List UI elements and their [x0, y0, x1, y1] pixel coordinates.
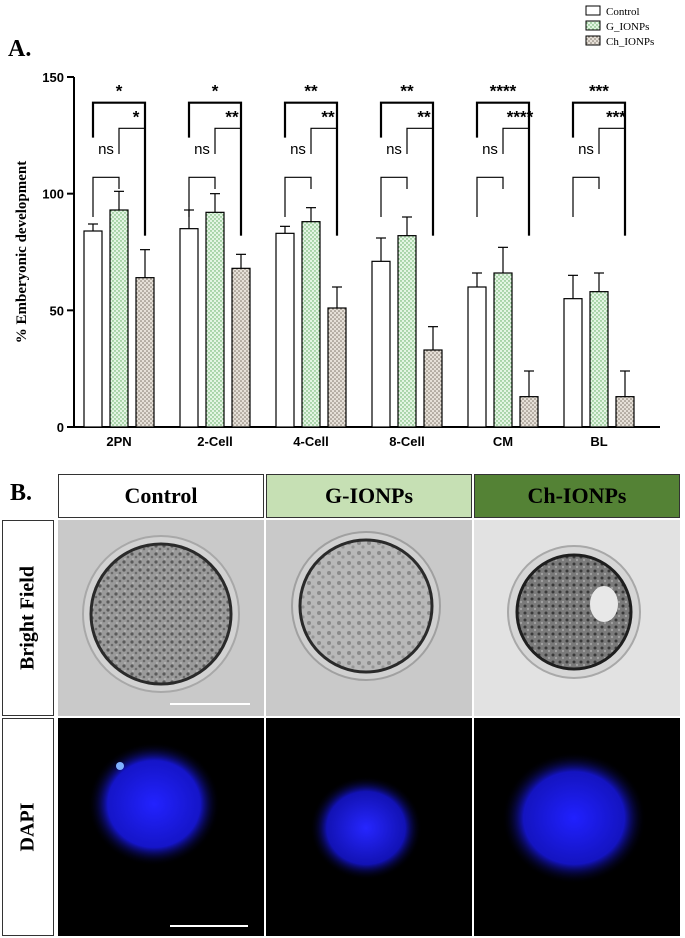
significance-bracket [598, 127, 626, 236]
bar [519, 396, 539, 428]
bar [371, 260, 391, 428]
bar [275, 232, 295, 428]
significance-label: * [212, 82, 219, 101]
x-tick-label: 8-Cell [389, 434, 424, 449]
bright-field-ch-ionps-image [474, 520, 680, 716]
bar [179, 228, 199, 428]
significance-label: ** [400, 82, 414, 101]
significance-bracket [92, 176, 120, 217]
significance-label: ** [417, 107, 431, 126]
significance-bracket [310, 127, 338, 236]
x-tick-label: BL [590, 434, 607, 449]
bar [231, 267, 251, 428]
bar [327, 307, 347, 428]
bar [109, 209, 129, 428]
bar [563, 298, 583, 428]
legend-label: G_IONPs [606, 21, 649, 33]
row-header-bright-field: Bright Field [2, 520, 54, 716]
column-header-g-ionps: G-IONPs [266, 474, 472, 518]
bar [615, 396, 635, 428]
panel-b-label: B. [10, 480, 33, 506]
significance-label: ns [98, 141, 114, 158]
significance-bracket [188, 176, 216, 217]
x-tick-label: 2-Cell [197, 434, 232, 449]
bar [205, 211, 225, 428]
significance-label: ns [290, 141, 306, 158]
bright-field-g-ionps-image [266, 520, 472, 716]
bar [397, 235, 417, 428]
y-tick-label: 100 [42, 187, 64, 202]
panel-a-label: A. [8, 36, 31, 62]
significance-bracket [380, 176, 408, 217]
bar [589, 291, 609, 428]
bright-field-control-image [58, 520, 264, 716]
significance-label: *** [589, 82, 609, 101]
significance-label: ** [321, 107, 335, 126]
x-tick-label: CM [493, 434, 513, 449]
x-tick-label: 2PN [106, 434, 131, 449]
bar [467, 286, 487, 428]
significance-label: ns [482, 141, 498, 158]
dapi-ch-ionps-image [474, 718, 680, 936]
bar [301, 221, 321, 428]
significance-label: ns [386, 141, 402, 158]
y-tick-label: 150 [42, 70, 64, 85]
significance-bracket [284, 176, 312, 217]
significance-bracket [214, 127, 242, 236]
significance-label: ** [225, 107, 239, 126]
significance-label: ns [578, 141, 594, 158]
significance-bracket [572, 176, 600, 217]
significance-label: **** [490, 82, 517, 101]
significance-label: ns [194, 141, 210, 158]
significance-label: * [133, 107, 140, 126]
column-header-ch-ionps: Ch-IONPs [474, 474, 680, 518]
bar [423, 349, 443, 428]
legend-label: Control [606, 6, 640, 18]
significance-bracket [118, 127, 146, 236]
column-header-control: Control [58, 474, 264, 518]
x-tick-label: 4-Cell [293, 434, 328, 449]
significance-label: *** [606, 107, 626, 126]
significance-label: * [116, 82, 123, 101]
bar [135, 277, 155, 428]
row-header-dapi: DAPI [2, 718, 54, 936]
legend-label: Ch_IONPs [606, 36, 654, 48]
y-axis-label: % Emberyonic development [14, 161, 30, 343]
bar-chart: A. 0 50 100 150 % Emberyonic development 2PN 2-… [8, 5, 660, 449]
legend-swatch [585, 5, 601, 16]
significance-bracket [476, 176, 504, 217]
y-tick-label: 0 [57, 420, 64, 435]
micrograph-panel: B. Control G-IONPs Ch-IONPs Bright Field… [0, 468, 685, 938]
dapi-control-image [58, 718, 264, 936]
y-tick-label: 50 [50, 303, 64, 318]
dapi-g-ionps-image [266, 718, 472, 936]
legend-swatch [585, 20, 601, 31]
legend-swatch [585, 35, 601, 46]
bar [83, 230, 103, 428]
significance-label: **** [507, 107, 534, 126]
significance-label: ** [304, 82, 318, 101]
significance-bracket [502, 127, 530, 236]
bar [493, 272, 513, 428]
significance-bracket [406, 127, 434, 236]
